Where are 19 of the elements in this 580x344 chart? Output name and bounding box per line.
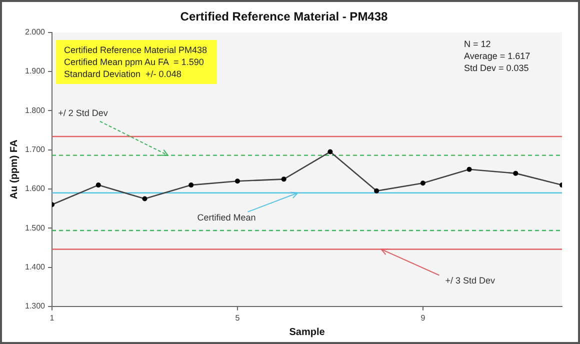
y-tick-label: 1.300 <box>24 302 46 311</box>
annotation: N = 12 Average = 1.617 Std Dev = 0.035 <box>464 38 530 74</box>
x-tick-label: 9 <box>420 313 426 322</box>
y-tick-label: 2.000 <box>24 28 46 37</box>
annotation: +/ 2 Std Dev <box>58 108 108 118</box>
y-tick-label: 1.500 <box>24 223 46 232</box>
y-axis-title: Au (ppm) FA <box>8 140 20 200</box>
x-axis-title: Sample <box>289 326 326 338</box>
y-tick-label: 1.800 <box>24 106 46 115</box>
chart-title: Certified Reference Material - PM438 <box>180 10 388 24</box>
x-tick-label: 5 <box>235 313 240 322</box>
y-tick-label: 1.400 <box>24 262 46 272</box>
annotation: Certified Mean <box>197 212 256 222</box>
y-tick-label: 1.900 <box>24 66 46 76</box>
x-tick-label: 1 <box>50 313 55 322</box>
y-tick-label: 1.600 <box>24 184 46 194</box>
annotation: +/ 3 Std Dev <box>445 276 496 286</box>
y-tick-label: 1.700 <box>24 145 46 154</box>
annotation: Certified Reference Material PM438 Certified Mean ppm Au FA = 1.590 Standard Deviation +/- 0.048 <box>56 40 218 84</box>
